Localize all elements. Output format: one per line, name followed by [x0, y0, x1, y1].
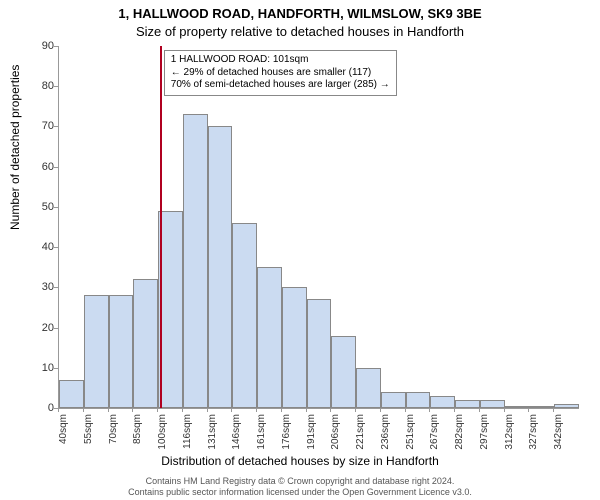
y-tick-label: 70 [24, 120, 54, 132]
y-tick-mark [54, 287, 58, 288]
histogram-bar [84, 295, 109, 408]
histogram-bar [183, 114, 208, 408]
x-tick-mark [83, 408, 84, 412]
x-tick-label: 206sqm [330, 414, 341, 454]
y-tick-mark [54, 126, 58, 127]
y-tick-label: 0 [24, 402, 54, 414]
chart-title-sub: Size of property relative to detached ho… [0, 24, 600, 39]
x-tick-mark [256, 408, 257, 412]
x-tick-mark [553, 408, 554, 412]
x-tick-label: 146sqm [231, 414, 242, 454]
x-tick-mark [108, 408, 109, 412]
histogram-bar [232, 223, 257, 408]
annotation-line: 1 HALLWOOD ROAD: 101sqm [171, 54, 390, 67]
x-tick-label: 267sqm [429, 414, 440, 454]
histogram-bar [554, 404, 579, 408]
histogram-bar [133, 279, 158, 408]
footer-line-1: Contains HM Land Registry data © Crown c… [0, 476, 600, 487]
x-tick-mark [405, 408, 406, 412]
x-tick-label: 176sqm [281, 414, 292, 454]
x-tick-label: 282sqm [454, 414, 465, 454]
histogram-bar [331, 336, 356, 408]
x-tick-label: 40sqm [58, 414, 69, 454]
annotation-box: 1 HALLWOOD ROAD: 101sqm← 29% of detached… [164, 50, 397, 96]
x-tick-mark [281, 408, 282, 412]
y-tick-mark [54, 46, 58, 47]
y-axis-label: Number of detached properties [8, 65, 22, 230]
histogram-bar [529, 406, 554, 408]
x-tick-label: 70sqm [108, 414, 119, 454]
y-tick-label: 90 [24, 40, 54, 52]
y-tick-label: 10 [24, 362, 54, 374]
x-tick-label: 100sqm [157, 414, 168, 454]
histogram-bar [430, 396, 455, 408]
x-tick-label: 191sqm [306, 414, 317, 454]
histogram-bar [406, 392, 431, 408]
x-tick-label: 116sqm [182, 414, 193, 454]
histogram-bar [356, 368, 381, 408]
y-tick-mark [54, 167, 58, 168]
histogram-bar [257, 267, 282, 408]
x-tick-label: 327sqm [528, 414, 539, 454]
histogram-bar [307, 299, 332, 408]
chart-footer: Contains HM Land Registry data © Crown c… [0, 476, 600, 498]
y-tick-label: 40 [24, 241, 54, 253]
x-tick-mark [355, 408, 356, 412]
histogram-bar [59, 380, 84, 408]
x-tick-mark [429, 408, 430, 412]
x-tick-label: 312sqm [504, 414, 515, 454]
x-tick-mark [479, 408, 480, 412]
histogram-bar [480, 400, 505, 408]
x-tick-mark [58, 408, 59, 412]
x-axis-label: Distribution of detached houses by size … [0, 454, 600, 468]
histogram-bar [282, 287, 307, 408]
chart-title-main: 1, HALLWOOD ROAD, HANDFORTH, WILMSLOW, S… [0, 6, 600, 21]
footer-line-2: Contains public sector information licen… [0, 487, 600, 498]
x-tick-label: 221sqm [355, 414, 366, 454]
x-tick-mark [454, 408, 455, 412]
x-tick-mark [182, 408, 183, 412]
x-tick-mark [157, 408, 158, 412]
annotation-line: ← 29% of detached houses are smaller (11… [171, 67, 390, 80]
x-tick-label: 297sqm [479, 414, 490, 454]
x-tick-mark [330, 408, 331, 412]
histogram-bar [381, 392, 406, 408]
x-tick-mark [132, 408, 133, 412]
x-tick-mark [207, 408, 208, 412]
x-tick-mark [231, 408, 232, 412]
y-tick-mark [54, 247, 58, 248]
plot-area: 1 HALLWOOD ROAD: 101sqm← 29% of detached… [58, 46, 579, 409]
histogram-bar [208, 126, 233, 408]
x-tick-label: 161sqm [256, 414, 267, 454]
x-tick-label: 55sqm [83, 414, 94, 454]
x-tick-label: 236sqm [380, 414, 391, 454]
y-tick-mark [54, 368, 58, 369]
y-tick-label: 20 [24, 322, 54, 334]
histogram-bar [455, 400, 480, 408]
x-tick-label: 85sqm [132, 414, 143, 454]
x-tick-mark [380, 408, 381, 412]
x-tick-mark [306, 408, 307, 412]
y-tick-mark [54, 86, 58, 87]
y-tick-label: 80 [24, 80, 54, 92]
x-tick-label: 251sqm [405, 414, 416, 454]
annotation-line: 70% of semi-detached houses are larger (… [171, 79, 390, 92]
reference-line [160, 46, 162, 408]
histogram-bar [505, 406, 530, 408]
x-tick-mark [504, 408, 505, 412]
y-tick-mark [54, 207, 58, 208]
x-tick-label: 342sqm [553, 414, 564, 454]
y-tick-mark [54, 328, 58, 329]
histogram-bar [109, 295, 134, 408]
y-tick-label: 30 [24, 281, 54, 293]
y-tick-label: 50 [24, 201, 54, 213]
x-tick-mark [528, 408, 529, 412]
histogram-chart: 1, HALLWOOD ROAD, HANDFORTH, WILMSLOW, S… [0, 0, 600, 500]
x-tick-label: 131sqm [207, 414, 218, 454]
y-tick-label: 60 [24, 161, 54, 173]
